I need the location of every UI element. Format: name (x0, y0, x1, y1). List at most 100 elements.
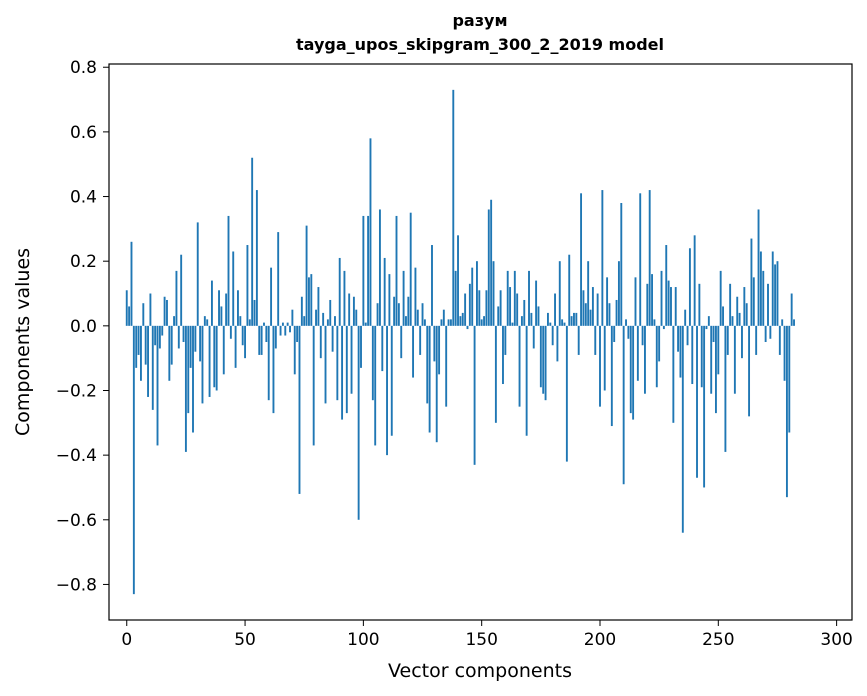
bar (383, 257, 386, 326)
bar (343, 270, 346, 326)
bar (371, 325, 374, 401)
x-axis-ticks: 0 50 100 150 200 250 300 (121, 620, 853, 650)
x-tick-label: 200 (584, 630, 616, 650)
y-tick-label: 0.6 (70, 123, 97, 143)
x-tick-label: 50 (234, 630, 256, 650)
bar (490, 199, 493, 326)
chart-subtitle: tayga_upos_skipgram_300_2_2019 model (296, 35, 664, 54)
bar (535, 280, 538, 326)
bar (707, 316, 710, 326)
bar (173, 316, 176, 326)
bar (662, 325, 665, 330)
bar (457, 235, 459, 326)
bar (599, 325, 601, 407)
y-tick-label: 0.4 (70, 188, 97, 208)
bar (151, 325, 154, 410)
bar (608, 303, 611, 326)
y-tick-label: −0.8 (56, 575, 97, 595)
bar (187, 325, 190, 414)
bar (582, 290, 585, 326)
bar (703, 325, 706, 488)
bar (360, 325, 362, 368)
bar (225, 293, 228, 326)
bar (352, 296, 355, 326)
bar (158, 325, 161, 349)
bar (563, 322, 566, 326)
bar (334, 316, 336, 326)
bar (724, 325, 727, 452)
bar (629, 325, 632, 414)
bar (613, 325, 616, 342)
bar (719, 270, 722, 326)
bar (329, 299, 332, 326)
bar (745, 303, 748, 326)
bar (312, 325, 315, 446)
bar (308, 277, 310, 326)
bar (762, 270, 765, 326)
bar (528, 270, 530, 326)
bar (156, 325, 159, 446)
bar (667, 280, 670, 326)
bar (679, 325, 682, 378)
bar (210, 280, 213, 326)
bar (274, 325, 277, 349)
x-tick-label: 0 (121, 630, 132, 650)
bar (464, 293, 467, 326)
bar (781, 319, 784, 326)
bar (539, 325, 542, 388)
bar (530, 312, 533, 326)
chart-title: разум (452, 11, 507, 30)
x-tick-label: 100 (347, 630, 379, 650)
bar (615, 299, 618, 326)
bar (338, 257, 341, 326)
bar (246, 245, 249, 326)
bar (378, 209, 381, 326)
bar (532, 325, 535, 349)
bar (632, 325, 635, 420)
bar (769, 325, 772, 339)
bar (381, 325, 384, 372)
bar (132, 325, 135, 595)
bar (523, 299, 526, 326)
bar (651, 274, 653, 326)
bar (125, 290, 128, 326)
bar (710, 325, 713, 394)
bar (130, 241, 133, 326)
bar (419, 325, 422, 355)
bar (350, 325, 353, 394)
bar (364, 322, 367, 326)
bar (322, 312, 325, 326)
bar (315, 309, 317, 326)
bar (395, 215, 398, 326)
bar (726, 325, 729, 355)
bar (407, 296, 410, 326)
bar (442, 309, 445, 326)
y-tick-label: −0.4 (56, 446, 97, 466)
bar (168, 325, 171, 381)
y-tick-label: −0.6 (56, 511, 97, 531)
bar (137, 325, 140, 355)
bar (374, 325, 377, 446)
bar (722, 306, 724, 326)
bar (286, 322, 289, 326)
bar (298, 325, 301, 494)
bar (509, 287, 512, 326)
bar (248, 319, 251, 326)
bar (570, 316, 573, 326)
bar (575, 312, 578, 326)
bar (357, 325, 360, 520)
bar (438, 325, 441, 375)
bar (428, 325, 431, 433)
bar (473, 325, 476, 465)
bar (487, 209, 490, 326)
bar (201, 325, 204, 404)
bar (684, 309, 687, 326)
bar (610, 325, 613, 427)
bar (170, 325, 173, 365)
bar (135, 325, 138, 368)
bar (166, 299, 168, 326)
bar (698, 283, 701, 326)
bar (546, 312, 549, 326)
bar (239, 316, 242, 326)
